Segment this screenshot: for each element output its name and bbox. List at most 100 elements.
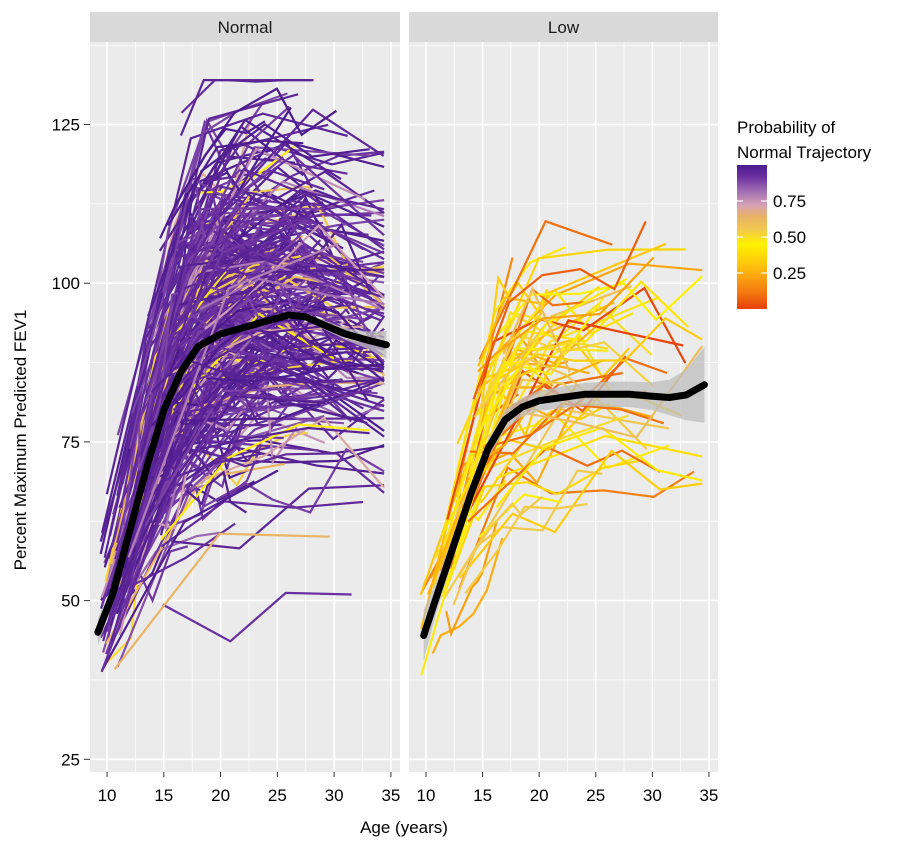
trajectory-line xyxy=(477,296,542,367)
trajectory-line xyxy=(173,87,338,208)
trajectory-line xyxy=(491,337,630,439)
trajectory-line xyxy=(442,459,644,598)
trajectory-line xyxy=(187,292,314,370)
trajectory-line xyxy=(446,286,687,520)
x-tick-label: 25 xyxy=(268,786,287,805)
x-tick-label: 10 xyxy=(98,786,117,805)
trajectory-line xyxy=(136,156,284,387)
facet-strip-label: Normal xyxy=(218,18,273,37)
trajectory-line xyxy=(146,381,385,470)
trajectory-line xyxy=(148,342,287,453)
x-axis: 10 15 20 25 30 35 xyxy=(417,772,718,805)
trajectory-line xyxy=(473,332,655,419)
smooth-confidence-band xyxy=(423,346,705,661)
trajectory-line xyxy=(113,532,330,670)
x-tick-label: 15 xyxy=(154,786,173,805)
trajectory-line xyxy=(478,219,613,360)
trajectory-line xyxy=(167,139,304,227)
y-tick-label: 100 xyxy=(52,274,80,293)
x-axis-label: Age (years) xyxy=(360,818,448,837)
smooth-fit-line xyxy=(94,311,390,636)
trajectory-lines xyxy=(419,219,704,676)
trajectory-line xyxy=(445,521,498,638)
x-tick-label: 30 xyxy=(325,786,344,805)
trajectory-line xyxy=(180,192,230,285)
trajectory-line xyxy=(162,591,352,643)
trajectory-line xyxy=(502,286,571,373)
y-axis: 25 50 75 100 125 xyxy=(52,116,90,769)
trajectory-line xyxy=(100,469,279,672)
trajectory-line xyxy=(441,359,553,536)
y-tick-label: 25 xyxy=(61,750,80,769)
color-legend: Probability of Normal Trajectory 0.25 0.5… xyxy=(737,118,872,309)
y-tick-label: 125 xyxy=(52,116,80,135)
x-tick-label: 20 xyxy=(211,786,230,805)
trajectory-line xyxy=(505,287,586,365)
trajectory-line xyxy=(476,277,628,435)
facet-strip-label: Low xyxy=(548,18,580,37)
trajectory-line xyxy=(127,242,340,558)
trajectory-line xyxy=(185,470,248,514)
x-tick-label: 25 xyxy=(586,786,605,805)
y-tick-label: 50 xyxy=(61,592,80,611)
trajectory-line xyxy=(480,285,632,409)
legend-tick-label: 0.25 xyxy=(773,264,806,283)
smooth-fit-line xyxy=(420,381,708,639)
trajectory-line xyxy=(160,423,370,541)
trajectory-line xyxy=(147,373,385,503)
trajectory-line xyxy=(125,531,224,598)
trajectory-line xyxy=(99,176,200,542)
trajectory-line xyxy=(144,212,293,402)
trajectory-line xyxy=(459,449,703,579)
trajectory-line xyxy=(467,446,661,523)
legend-tick-label: 0.50 xyxy=(773,228,806,247)
trajectory-line xyxy=(119,209,253,509)
trajectory-line xyxy=(199,277,385,311)
trajectory-line xyxy=(130,329,304,543)
trajectory-line xyxy=(160,500,364,548)
trajectory-line xyxy=(473,414,629,476)
trajectory-line xyxy=(124,426,370,609)
trajectory-line xyxy=(472,220,647,400)
facet-strip xyxy=(409,12,718,42)
trajectory-line xyxy=(492,275,703,341)
trajectory-line xyxy=(130,211,281,414)
legend-title-line-1: Probability of xyxy=(737,118,836,137)
trajectory-line xyxy=(179,78,312,137)
trajectory-line xyxy=(464,502,588,594)
trajectory-line xyxy=(443,469,603,599)
trajectory-line xyxy=(431,537,504,654)
trajectory-line xyxy=(452,495,544,606)
x-axis: 10 15 20 25 30 35 xyxy=(98,772,400,805)
x-tick-label: 30 xyxy=(643,786,662,805)
trajectory-line xyxy=(150,318,327,427)
trajectory-line xyxy=(130,387,313,550)
trajectory-line xyxy=(458,319,684,531)
trajectory-line xyxy=(204,416,385,489)
trajectory-line xyxy=(200,106,292,192)
trajectory-line xyxy=(202,313,316,375)
x-tick-label: 35 xyxy=(381,786,400,805)
y-tick-label: 75 xyxy=(61,433,80,452)
trajectory-line xyxy=(122,292,179,526)
trajectory-line xyxy=(162,167,385,315)
trajectory-line xyxy=(203,191,385,231)
trajectory-line xyxy=(101,155,296,534)
trajectory-line xyxy=(204,223,385,330)
gridlines xyxy=(409,42,718,772)
trajectory-line xyxy=(173,408,282,427)
trajectory-line xyxy=(420,347,609,676)
x-tick-label: 15 xyxy=(473,786,492,805)
facet-panel: Normal 10 15 20 25 30 35 xyxy=(90,12,400,805)
x-tick-label: 10 xyxy=(417,786,436,805)
trajectory-line xyxy=(195,281,365,321)
y-axis-label: Percent Maximum Predicted FEV1 xyxy=(11,310,30,571)
trajectory-line xyxy=(206,347,385,401)
facet-panel: Low 10 15 20 25 30 35 xyxy=(409,12,718,805)
trajectory-line xyxy=(476,280,689,416)
legend-tick-label: 0.75 xyxy=(773,192,806,211)
trajectory-line xyxy=(443,288,634,529)
trajectory-line xyxy=(493,256,655,356)
